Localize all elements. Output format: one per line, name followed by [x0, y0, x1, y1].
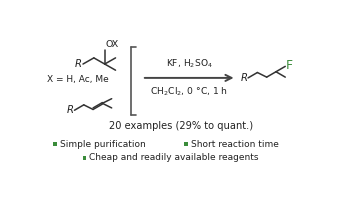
- Bar: [184, 142, 188, 146]
- Text: OX: OX: [105, 40, 119, 49]
- Text: F: F: [286, 59, 293, 72]
- Text: KF, H$_2$SO$_4$: KF, H$_2$SO$_4$: [166, 58, 213, 70]
- Text: Short reaction time: Short reaction time: [191, 140, 279, 149]
- Bar: [83, 156, 86, 160]
- Text: CH$_2$Cl$_2$, 0 °C, 1 h: CH$_2$Cl$_2$, 0 °C, 1 h: [150, 86, 228, 98]
- Text: Cheap and readily available reagents: Cheap and readily available reagents: [89, 153, 259, 162]
- Text: X = H, Ac, Me: X = H, Ac, Me: [47, 75, 109, 84]
- Text: R: R: [67, 105, 74, 115]
- Text: 20 examples (29% to quant.): 20 examples (29% to quant.): [109, 121, 253, 131]
- Text: Simple purification: Simple purification: [60, 140, 145, 149]
- Text: R: R: [74, 59, 81, 69]
- Bar: [53, 142, 57, 146]
- Text: R: R: [240, 73, 247, 83]
